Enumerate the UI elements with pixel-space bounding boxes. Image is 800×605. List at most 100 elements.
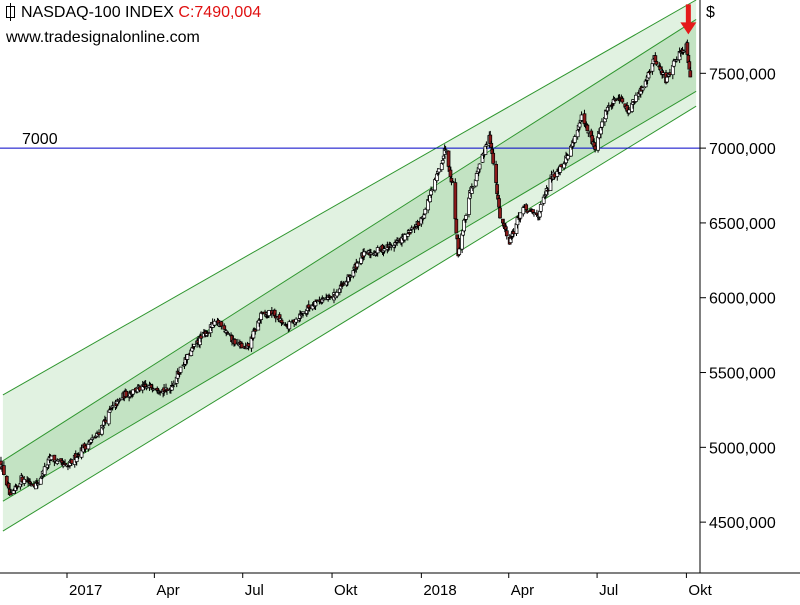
candle — [287, 319, 292, 332]
candle — [491, 148, 496, 166]
candle — [453, 178, 458, 222]
candle-body — [559, 164, 564, 168]
candle-body — [287, 321, 292, 330]
candle-body — [579, 114, 584, 121]
candle-body — [22, 479, 27, 484]
candle — [233, 338, 237, 347]
y-tick-label: 6500,000 — [709, 216, 776, 233]
candle — [688, 66, 693, 78]
candle-body — [29, 483, 33, 486]
x-tick-label: Jul — [245, 582, 264, 599]
candle-body — [442, 148, 447, 155]
candle — [443, 145, 448, 154]
candle — [74, 455, 79, 466]
candle — [313, 301, 318, 311]
candle — [239, 342, 244, 349]
candle — [457, 247, 462, 257]
candle — [468, 187, 472, 200]
candle — [155, 386, 160, 394]
candle-body — [170, 385, 175, 388]
candle — [575, 128, 580, 140]
candle-body — [192, 343, 197, 347]
candle — [222, 323, 227, 330]
channel-outer-upper-band — [2, 0, 697, 461]
candle — [63, 459, 67, 467]
candle-body — [491, 152, 496, 164]
candle-body — [674, 59, 679, 62]
candle — [474, 173, 479, 182]
candle-body — [538, 204, 543, 212]
candle-body — [627, 109, 631, 114]
candle — [674, 56, 679, 63]
candle-body — [544, 188, 549, 196]
candle-body — [389, 245, 394, 248]
candle-body — [677, 50, 682, 61]
candle-body — [582, 113, 587, 124]
candle — [665, 76, 669, 83]
candle — [640, 86, 645, 94]
candle-body — [307, 307, 312, 310]
candle — [124, 389, 129, 399]
candle-body — [435, 173, 439, 181]
candle — [212, 318, 217, 328]
candle-body — [149, 384, 154, 389]
candle-body — [124, 390, 129, 398]
candle — [422, 213, 427, 219]
candle-body — [185, 354, 190, 360]
candle — [219, 320, 224, 330]
candle-body — [600, 121, 604, 128]
candle — [454, 218, 459, 234]
candle — [448, 166, 453, 180]
candle-body — [508, 238, 513, 243]
candle-body — [300, 314, 304, 316]
candle-body — [403, 234, 407, 241]
candle-body — [474, 173, 479, 182]
channel-outer-lower-band — [2, 91, 697, 532]
candle-body — [585, 124, 590, 132]
candle-body — [543, 194, 548, 197]
candle — [470, 185, 475, 192]
candle-body — [688, 70, 693, 78]
candle-body — [103, 419, 108, 423]
channel-line-outer-lower — [2, 105, 697, 532]
candle — [280, 322, 285, 325]
candle-body — [90, 437, 95, 440]
candle-body — [0, 460, 3, 466]
candle — [504, 227, 509, 240]
y-tick-label: 4500,000 — [709, 515, 776, 532]
candle-body — [409, 227, 414, 230]
candle-body — [524, 204, 529, 210]
candle-body — [6, 482, 11, 489]
candle-body — [552, 173, 557, 178]
candle-body — [42, 466, 47, 475]
candle — [450, 179, 455, 183]
candle-body — [454, 218, 459, 234]
candle-body — [572, 136, 577, 143]
candle-body — [177, 372, 182, 375]
plot-area — [0, 0, 700, 532]
candle-body — [456, 238, 461, 257]
candle-body — [441, 155, 446, 159]
candle-body — [335, 292, 339, 297]
candle — [469, 183, 474, 194]
x-tick-label: Jul — [599, 582, 618, 599]
candle-body — [681, 50, 686, 53]
candle — [300, 313, 304, 317]
candle-body — [131, 389, 135, 395]
candle — [495, 182, 499, 196]
candle-body — [171, 382, 176, 385]
candle-body — [117, 399, 122, 401]
candle-body — [182, 364, 187, 367]
candle-body — [100, 425, 104, 435]
candle — [613, 99, 618, 102]
candle-body — [83, 445, 88, 450]
candle-body — [369, 252, 373, 255]
candle-body — [605, 106, 610, 112]
candle-body — [464, 215, 468, 220]
candle-body — [267, 310, 271, 317]
candle — [90, 434, 95, 442]
candle-body — [498, 207, 502, 219]
candle-body — [671, 60, 676, 67]
x-tick-label: 2017 — [69, 582, 102, 599]
